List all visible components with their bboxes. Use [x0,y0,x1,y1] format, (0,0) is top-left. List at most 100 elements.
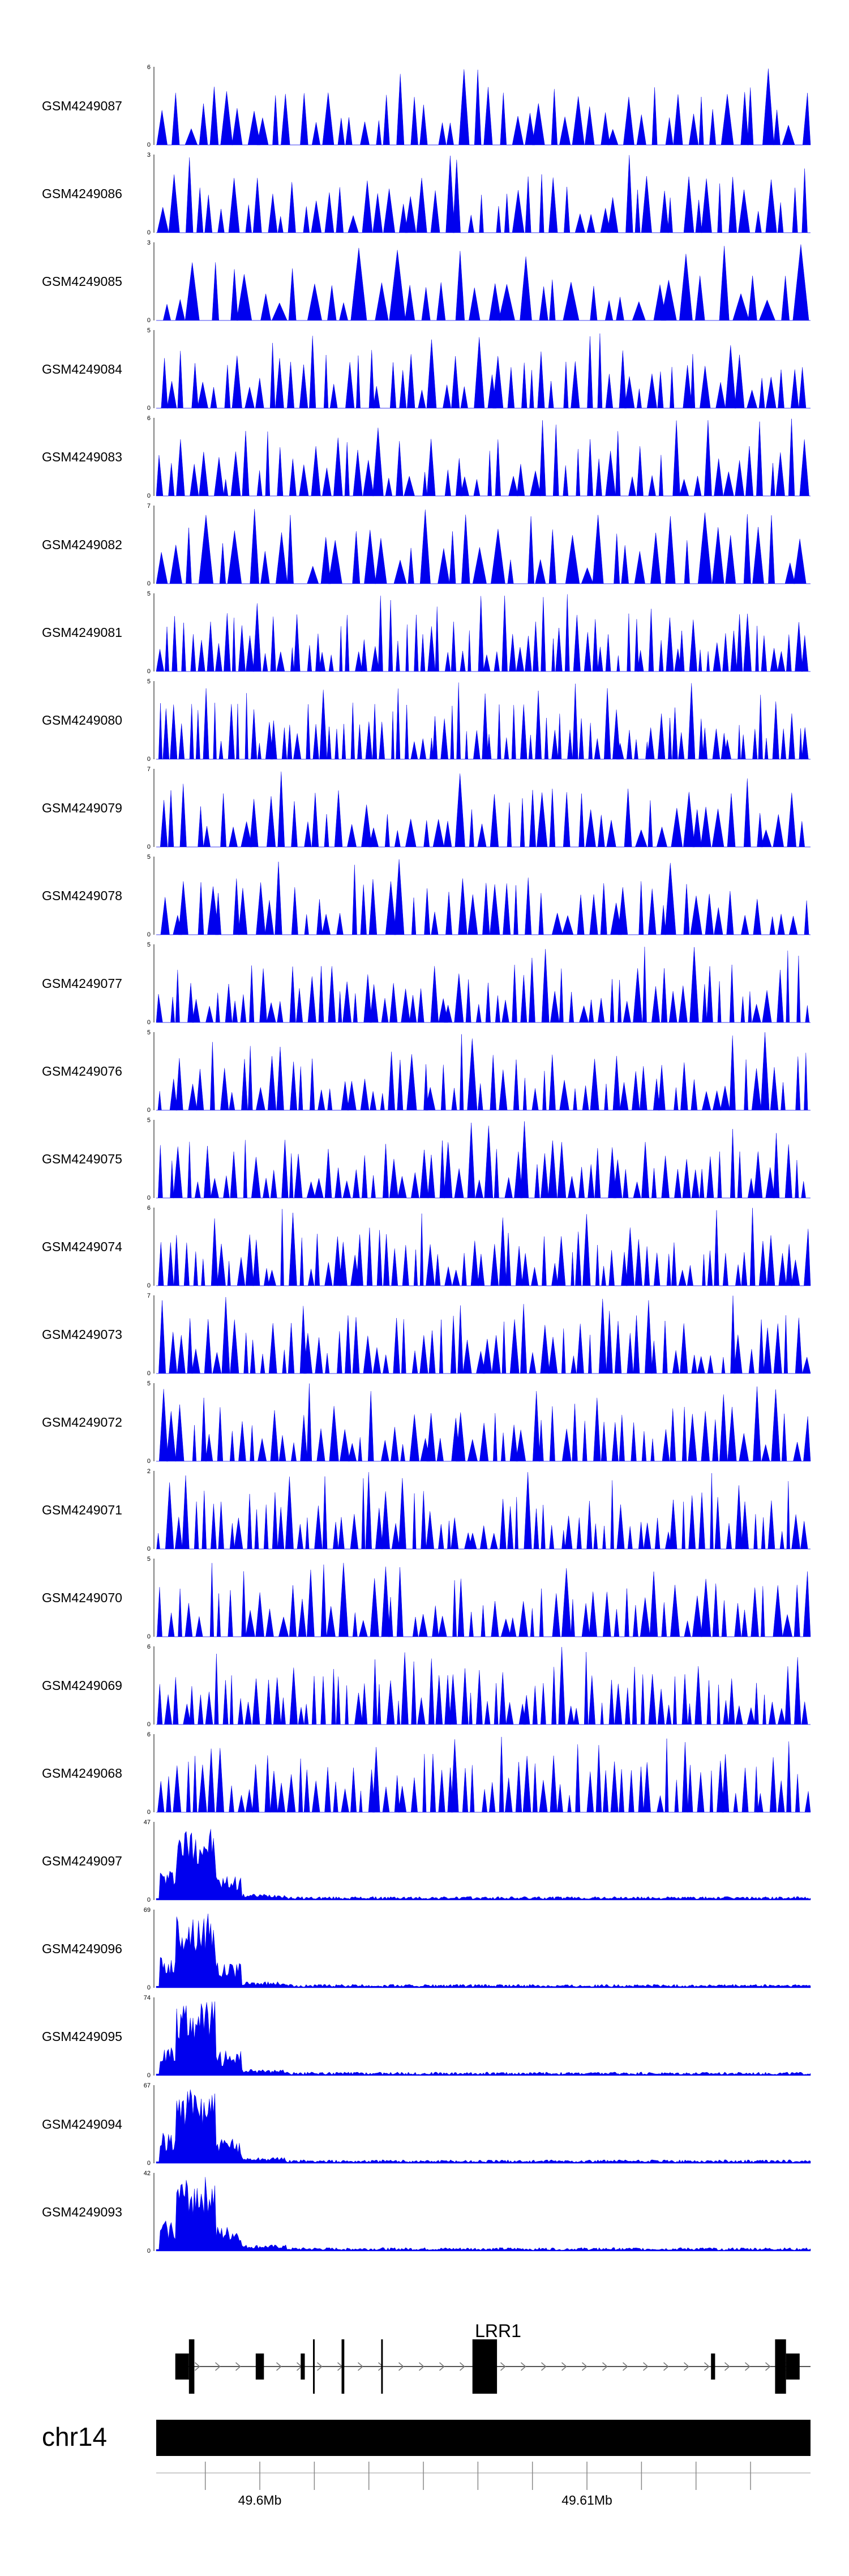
track-GSM4249069: GSM4249069 6 0 [42,1644,811,1728]
track-label: GSM4249095 [42,2029,122,2044]
coverage-area [156,155,811,233]
gene-exon [313,2339,315,2394]
strand-arrow [582,2362,588,2371]
track-GSM4249071: GSM4249071 2 0 [42,1468,811,1552]
y-min-label: 0 [147,2072,151,2079]
strand-arrow [765,2362,771,2371]
strand-arrow [500,2362,506,2371]
gene-exon [175,2354,189,2380]
track-label: GSM4249074 [42,1239,122,1254]
track-GSM4249076: GSM4249076 5 0 [42,1029,811,1114]
y-max-label: 6 [147,64,151,71]
y-min-label: 0 [147,1282,151,1289]
strand-arrow [378,2362,384,2371]
y-max-label: 42 [144,2170,151,2177]
track-label: GSM4249084 [42,362,122,376]
y-max-label: 5 [147,1029,151,1036]
track-GSM4249078: GSM4249078 5 0 [42,854,811,938]
y-min-label: 0 [147,1984,151,1991]
axis-tick-label: 49.6Mb [238,2493,282,2507]
chromosome-track: chr14 [42,2420,811,2456]
gene-exon [255,2354,264,2380]
track-label: GSM4249093 [42,2205,122,2219]
track-label: GSM4249070 [42,1590,122,1605]
y-max-label: 74 [144,1995,151,2001]
strand-arrow [460,2362,465,2371]
y-max-label: 7 [147,503,151,510]
track-label: GSM4249072 [42,1415,122,1430]
coverage-area [156,1208,811,1286]
track-GSM4249083: GSM4249083 6 0 [42,415,811,499]
y-min-label: 0 [147,1370,151,1377]
track-GSM4249068: GSM4249068 6 0 [42,1731,811,1816]
y-max-label: 5 [147,590,151,597]
y-min-label: 0 [147,1019,151,1026]
track-GSM4249084: GSM4249084 5 0 [42,327,811,412]
track-GSM4249081: GSM4249081 5 0 [42,590,811,675]
y-min-label: 0 [147,317,151,324]
y-max-label: 5 [147,1556,151,1563]
strand-arrow [398,2362,404,2371]
coverage-area [156,682,811,760]
coverage-area [156,69,811,146]
y-min-label: 0 [147,1458,151,1465]
coverage-area [156,2177,811,2252]
strand-arrow [521,2362,526,2371]
y-max-label: 5 [147,1380,151,1387]
strand-arrow [602,2362,608,2371]
coverage-area [156,859,811,935]
track-GSM4249074: GSM4249074 6 0 [42,1205,811,1289]
track-label: GSM4249083 [42,450,122,464]
gene-exon [188,2339,195,2394]
track-label: GSM4249087 [42,99,122,113]
coverage-area [156,1563,811,1637]
chromosome-bar [156,2420,811,2456]
track-GSM4249094: GSM4249094 67 0 [42,2082,811,2167]
coverage-area [156,244,811,321]
coverage-area [156,333,811,409]
strand-arrow [623,2362,628,2371]
y-min-label: 0 [147,229,151,236]
coverage-area [156,1032,811,1111]
y-max-label: 5 [147,942,151,948]
track-label: GSM4249076 [42,1064,122,1079]
track-GSM4249087: GSM4249087 6 0 [42,64,811,148]
y-max-label: 5 [147,854,151,861]
track-label: GSM4249094 [42,2117,122,2132]
strand-arrow [541,2362,547,2371]
coverage-area [156,1914,811,1988]
coverage-area [156,2089,811,2164]
y-max-label: 7 [147,766,151,773]
y-min-label: 0 [147,1195,151,1201]
y-min-label: 0 [147,1809,151,1816]
coverage-area [156,1295,811,1374]
coverage-area [156,2001,811,2076]
track-GSM4249080: GSM4249080 5 0 [42,678,811,763]
gene-model-track: LRR1 [175,2321,811,2394]
strand-arrow [724,2362,730,2371]
track-GSM4249075: GSM4249075 5 0 [42,1117,811,1201]
y-min-label: 0 [147,668,151,675]
track-label: GSM4249075 [42,1152,122,1166]
coverage-tracks: GSM424908760GSM424908630GSM424908530GSM4… [42,64,811,2254]
y-min-label: 0 [147,844,151,850]
coverage-area [156,1736,811,1813]
track-label: GSM4249097 [42,1854,122,1868]
track-label: GSM4249081 [42,625,122,640]
gene-exon [711,2354,715,2380]
y-max-label: 3 [147,239,151,246]
y-min-label: 0 [147,580,151,587]
coverage-area [156,1829,811,1901]
coverage-area [156,594,811,672]
strand-arrow [561,2362,567,2371]
track-label: GSM4249086 [42,186,122,201]
y-max-label: 6 [147,1731,151,1738]
y-min-label: 0 [147,142,151,148]
track-label: GSM4249080 [42,713,122,728]
coverage-area [156,947,811,1023]
y-min-label: 0 [147,405,151,412]
strand-arrow [745,2362,751,2371]
track-GSM4249073: GSM4249073 7 0 [42,1293,811,1377]
gene-exon [301,2354,305,2380]
genome-axis: 49.6Mb 49.61Mb [156,2462,811,2507]
